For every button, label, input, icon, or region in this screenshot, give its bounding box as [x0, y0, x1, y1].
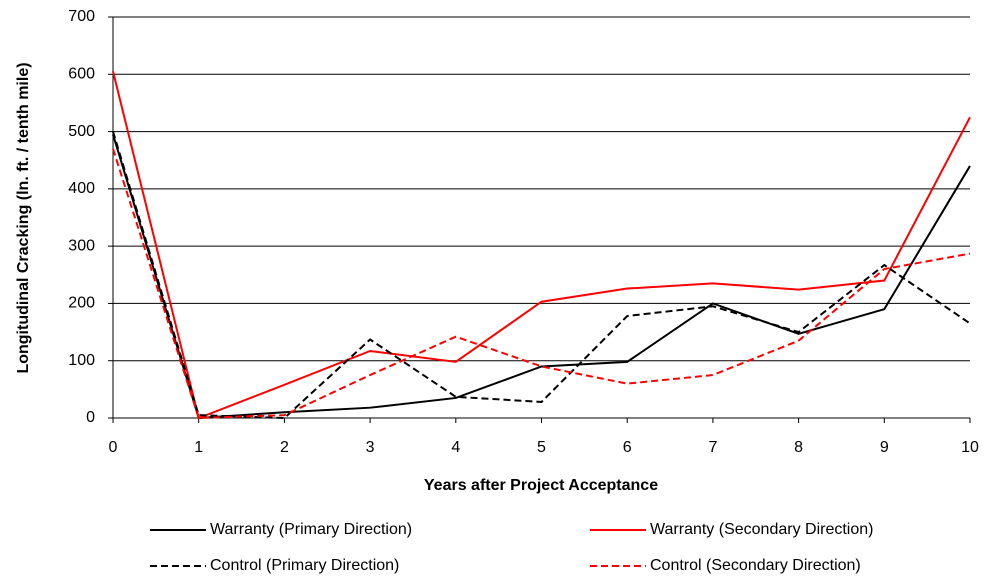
x-tick-label: 7: [708, 439, 717, 456]
series-line: [112, 148, 971, 420]
y-axis-title: Longitudinal Cracking (ln. ft. / tenth m…: [15, 62, 32, 373]
y-tick-label: 600: [68, 66, 95, 83]
x-tick-label: 8: [794, 439, 803, 456]
y-tick-label: 500: [68, 123, 95, 140]
x-axis-title: Years after Project Acceptance: [424, 477, 658, 494]
y-tick-label: 100: [68, 352, 95, 369]
y-tick-label: 700: [68, 8, 95, 25]
y-tick-label: 300: [68, 237, 95, 254]
legend-label: Warranty (Secondary Direction): [650, 521, 873, 538]
series-line: [112, 134, 971, 420]
x-tick-label: 1: [194, 439, 203, 456]
series-line: [112, 131, 971, 420]
y-tick-label: 200: [68, 295, 95, 312]
y-tick-label: 400: [68, 180, 95, 197]
series-line: [112, 71, 971, 420]
x-tick-label: 10: [961, 439, 979, 456]
legend-label: Control (Primary Direction): [210, 557, 399, 574]
x-tick-label: 0: [109, 439, 118, 456]
x-tick-label: 3: [366, 439, 375, 456]
x-tick-label: 2: [280, 439, 289, 456]
legend-label: Control (Secondary Direction): [650, 557, 861, 574]
x-tick-label: 9: [880, 439, 889, 456]
x-tick-label: 6: [623, 439, 632, 456]
legend-label: Warranty (Primary Direction): [210, 521, 412, 538]
y-tick-label: 0: [86, 409, 95, 426]
x-tick-label: 4: [451, 439, 460, 456]
x-tick-label: 5: [537, 439, 546, 456]
